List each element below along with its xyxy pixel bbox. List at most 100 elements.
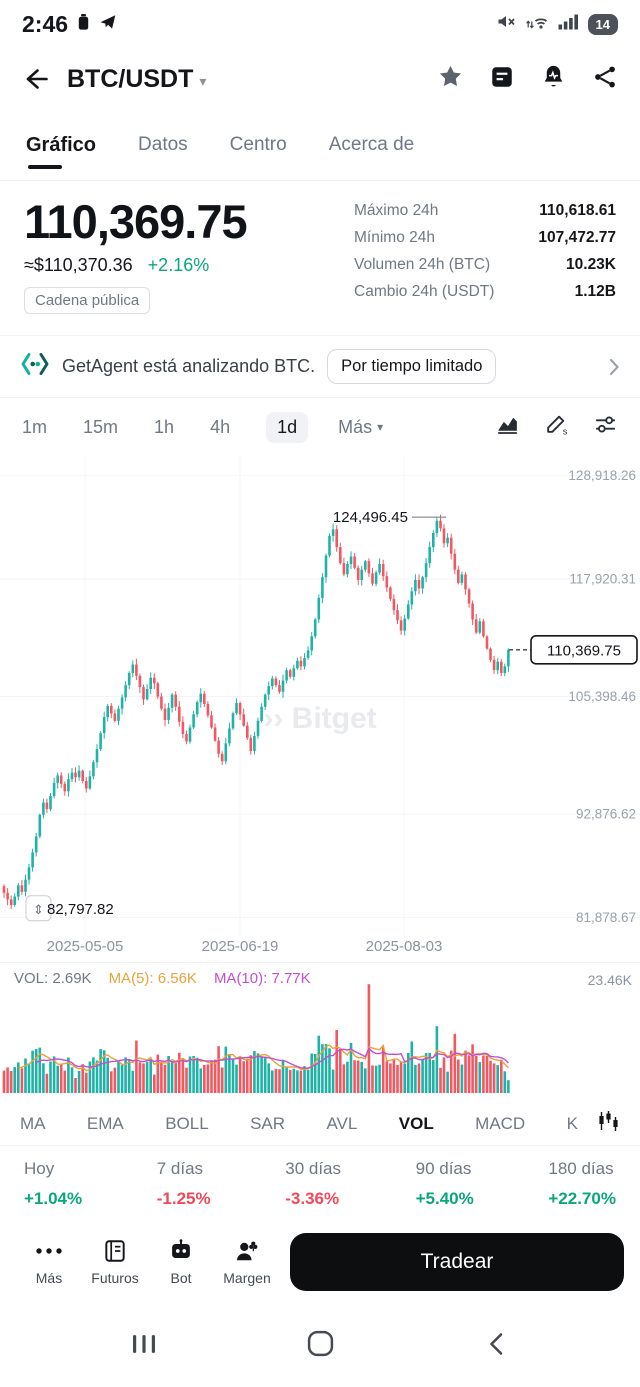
home-icon[interactable] xyxy=(307,1330,334,1362)
bottom-action-bar: Más Futuros Bot Margen Tradear xyxy=(0,1218,640,1305)
drag-handle[interactable] xyxy=(25,895,52,922)
performance-90-d-as: 90 días +5.40% xyxy=(416,1159,474,1218)
wifi-icon xyxy=(525,13,549,35)
chain-badge: Cadena pública xyxy=(24,287,151,315)
timeframe-15m[interactable]: 15m xyxy=(83,417,118,438)
svg-text:117,920.31: 117,920.31 xyxy=(569,571,636,586)
performance-value: -3.36% xyxy=(285,1189,340,1208)
timeframe-label: 1h xyxy=(154,416,175,437)
svg-text:92,876.62: 92,876.62 xyxy=(576,807,636,822)
indicator-tab-sar[interactable]: SAR xyxy=(250,1113,286,1133)
bottom-bar-item-m-s[interactable]: Más xyxy=(16,1238,82,1286)
watermark: ›› Bitget xyxy=(263,702,376,735)
getagent-logo-icon xyxy=(20,351,50,382)
timeframe-1m[interactable]: 1m xyxy=(22,417,47,438)
favorite-star-icon[interactable] xyxy=(437,63,464,95)
chart-type-icon[interactable] xyxy=(495,412,520,442)
svg-text:105,398.46: 105,398.46 xyxy=(568,689,636,704)
share-icon[interactable] xyxy=(592,64,618,95)
indicator-tab-macd[interactable]: MACD xyxy=(475,1113,526,1133)
recents-icon[interactable] xyxy=(131,1333,157,1360)
high-annotation: 124,496.45 xyxy=(333,509,408,526)
tab-label: Centro xyxy=(229,134,287,155)
volume-chart-canvas[interactable] xyxy=(0,963,640,1103)
back-button[interactable] xyxy=(22,66,49,92)
news-journal-icon[interactable] xyxy=(489,64,515,95)
performance-value: +1.04% xyxy=(24,1189,83,1208)
timeframe-bar: 1m 15m 1h 4h 1d Más ▾ s xyxy=(0,398,640,456)
header: BTC/USDT ▾ xyxy=(0,48,640,110)
tab-centro[interactable]: Centro xyxy=(230,110,287,180)
price-change-percent: +2.16% xyxy=(147,255,210,276)
tab-acerca-de[interactable]: Acerca de xyxy=(329,110,415,180)
more-icon xyxy=(34,1238,64,1264)
timeframe-4h[interactable]: 4h xyxy=(210,417,230,438)
active-tab-underline xyxy=(28,165,62,169)
draw-tools-icon[interactable]: s xyxy=(544,412,569,442)
stat-value: 1.12B xyxy=(574,283,616,300)
performance-7-d-as: 7 días -1.25% xyxy=(157,1159,211,1218)
margin-icon xyxy=(234,1238,260,1264)
candle-chart-icon[interactable] xyxy=(596,1109,620,1138)
timeframe-caret-icon: ▾ xyxy=(377,420,384,434)
bottom-bar-item-futuros[interactable]: Futuros xyxy=(82,1238,148,1286)
nav-back-icon[interactable] xyxy=(484,1331,510,1362)
stat-value: 10.23K xyxy=(566,256,616,273)
indicator-tab-avl[interactable]: AVL xyxy=(326,1113,358,1133)
futures-icon xyxy=(102,1238,128,1264)
battery-indicator: 14 xyxy=(587,13,618,35)
svg-text:s: s xyxy=(563,426,568,436)
telegram-notification-icon xyxy=(99,14,117,35)
pair-title[interactable]: BTC/USDT xyxy=(67,64,194,93)
indicator-tab-vol[interactable]: VOL xyxy=(398,1113,434,1133)
performance-180-d-as: 180 días +22.70% xyxy=(548,1159,616,1218)
stat-value: 110,618.61 xyxy=(539,202,616,219)
limited-time-button[interactable]: Por tiempo limitado xyxy=(327,349,497,384)
stat-label: Cambio 24h (USDT) xyxy=(354,283,495,300)
x-axis-label: 2025-05-05 xyxy=(46,938,124,955)
status-bar: 2:46 14 xyxy=(0,0,640,48)
indicator-tab-boll[interactable]: BOLL xyxy=(165,1113,209,1133)
price-chart-canvas[interactable]: ›› Bitget 128,918.26 117,920.31 105,398.46 9… xyxy=(0,456,640,936)
tab-datos[interactable]: Datos xyxy=(138,110,188,180)
mute-icon xyxy=(497,13,516,35)
last-price: 110,369.75 xyxy=(24,195,248,248)
tab-gr-fico[interactable]: Gráfico xyxy=(26,110,96,180)
getagent-banner[interactable]: GetAgent está analizando BTC. Por tiempo… xyxy=(0,335,640,398)
pair-dropdown-caret-icon[interactable]: ▾ xyxy=(199,72,207,89)
stat-label: Mínimo 24h xyxy=(354,229,435,246)
timeframe-label: Más xyxy=(338,416,373,437)
volume-chart[interactable] xyxy=(0,963,640,1102)
ticker-stats: Máximo 24h 110,618.61 Mínimo 24h 107,472.77… xyxy=(354,197,616,335)
bottom-bar-item-bot[interactable]: Bot xyxy=(148,1238,214,1286)
volume-legend: VOL: 2.69K MA(5): 6.56K MA(10): 7.77K xyxy=(14,970,311,987)
bottom-bar-item-label: Bot xyxy=(170,1269,192,1286)
timeframe-1d[interactable]: 1d xyxy=(266,411,309,443)
bottom-bar-item-label: Futuros xyxy=(91,1269,139,1286)
x-axis: 2025-05-05 2025-06-19 2025-08-03 xyxy=(0,936,640,962)
indicator-settings-icon[interactable] xyxy=(593,412,618,442)
bottom-bar-item-margen[interactable]: Margen xyxy=(214,1238,280,1286)
price-alert-bell-icon[interactable] xyxy=(540,63,567,95)
volume-pane[interactable]: VOL: 2.69K MA(5): 6.56K MA(10): 7.77K 23… xyxy=(0,962,640,1102)
performance-section: Hoy +1.04% 7 días -1.25% 30 días -3.36% 90 día… xyxy=(0,1146,640,1218)
bottom-bar-item-label: Más xyxy=(35,1269,63,1286)
timeframe-1h[interactable]: 1h xyxy=(154,417,174,438)
timeframe-label: 15m xyxy=(83,416,119,437)
indicator-tab-ma[interactable]: MA xyxy=(20,1113,46,1133)
stat-label: Volumen 24h (BTC) xyxy=(354,256,491,273)
price-chart[interactable]: ›› Bitget 128,918.26 117,920.31 105,398.46 9… xyxy=(0,456,640,936)
indicator-tab-ema[interactable]: EMA xyxy=(86,1113,124,1133)
tab-label: Gráfico xyxy=(26,133,97,156)
timeframe-m-s[interactable]: Más ▾ xyxy=(338,417,383,438)
battery-notification-icon xyxy=(78,13,89,35)
indicator-tab-k[interactable]: K xyxy=(566,1113,578,1133)
x-axis-label: 2025-06-19 xyxy=(201,938,279,955)
banner-chevron-icon[interactable] xyxy=(608,357,620,377)
trade-button[interactable]: Tradear xyxy=(290,1232,624,1291)
performance-value: +22.70% xyxy=(548,1189,616,1208)
stat-value: 107,472.77 xyxy=(538,229,616,246)
vol-ma10-value: MA(10): 7.77K xyxy=(213,970,311,987)
stat-row: Volumen 24h (BTC) 10.23K xyxy=(354,256,616,274)
